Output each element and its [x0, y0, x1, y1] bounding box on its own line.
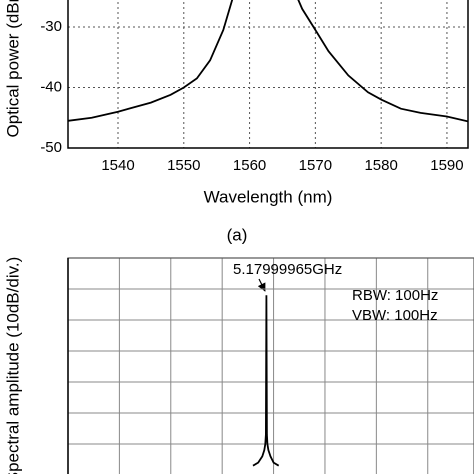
y-tick-label: -30 [40, 18, 62, 35]
data-line [252, 295, 280, 467]
plot-frame [67, 0, 469, 149]
data-line [68, 0, 468, 123]
y-axis-title: Optical power (dBm) [3, 0, 22, 137]
x-tick-label: 1580 [364, 157, 397, 174]
caption: (a) [227, 225, 248, 244]
plot-area [68, 0, 468, 123]
x-tick-label: 1540 [101, 157, 134, 174]
annotation: RBW: 100Hz [352, 287, 438, 304]
x-tick-label: 1550 [167, 157, 200, 174]
y-axis-title: Spectral amplitude (10dB/div.) [3, 257, 22, 474]
y-tick-label: -50 [40, 139, 62, 156]
annotation: 5.17999965GHz [233, 261, 342, 278]
x-axis-title: Wavelength (nm) [204, 187, 333, 206]
y-tick-label: -40 [40, 78, 62, 95]
x-tick-label: 1590 [430, 157, 463, 174]
plot-area [252, 295, 280, 467]
x-tick-label: 1560 [233, 157, 266, 174]
annotation: VBW: 100Hz [352, 307, 438, 324]
x-tick-label: 1570 [299, 157, 332, 174]
